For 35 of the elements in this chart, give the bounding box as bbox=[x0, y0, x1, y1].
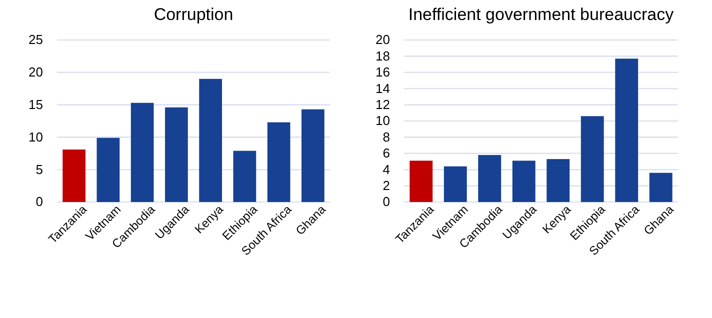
bar bbox=[478, 155, 502, 202]
bar bbox=[444, 166, 467, 202]
y-tick-label: 14 bbox=[376, 80, 390, 96]
y-tick-label: 0 bbox=[382, 194, 390, 210]
bar bbox=[649, 172, 672, 202]
y-tick-label: 12 bbox=[376, 96, 390, 112]
bar bbox=[199, 78, 222, 202]
bar bbox=[130, 102, 154, 202]
bar bbox=[546, 159, 570, 202]
y-tick-label: 10 bbox=[28, 129, 43, 144]
y-tick-label: 10 bbox=[376, 113, 390, 128]
bar bbox=[233, 150, 256, 202]
bar bbox=[165, 107, 188, 202]
bar bbox=[302, 109, 324, 202]
y-tick-label: 16 bbox=[376, 64, 390, 80]
bar bbox=[580, 116, 604, 202]
chart-title: Inefficient government bureaucracy bbox=[408, 5, 674, 24]
y-tick-label: 18 bbox=[376, 48, 390, 64]
y-tick-label: 8 bbox=[382, 129, 390, 144]
bar bbox=[615, 58, 638, 202]
bar bbox=[96, 138, 120, 202]
y-tick-label: 6 bbox=[382, 146, 390, 161]
y-tick-label: 0 bbox=[36, 194, 43, 210]
y-tick-label: 20 bbox=[28, 64, 43, 80]
chart-title: Corruption bbox=[154, 5, 234, 24]
bar bbox=[410, 160, 433, 202]
y-tick-label: 25 bbox=[28, 32, 43, 48]
bar bbox=[267, 122, 290, 202]
bar bbox=[512, 160, 536, 202]
y-tick-label: 15 bbox=[28, 96, 43, 112]
bar bbox=[62, 150, 86, 202]
y-tick-label: 4 bbox=[382, 162, 390, 177]
y-tick-label: 2 bbox=[382, 178, 390, 193]
y-tick-label: 20 bbox=[376, 32, 390, 48]
y-tick-label: 5 bbox=[36, 162, 43, 177]
